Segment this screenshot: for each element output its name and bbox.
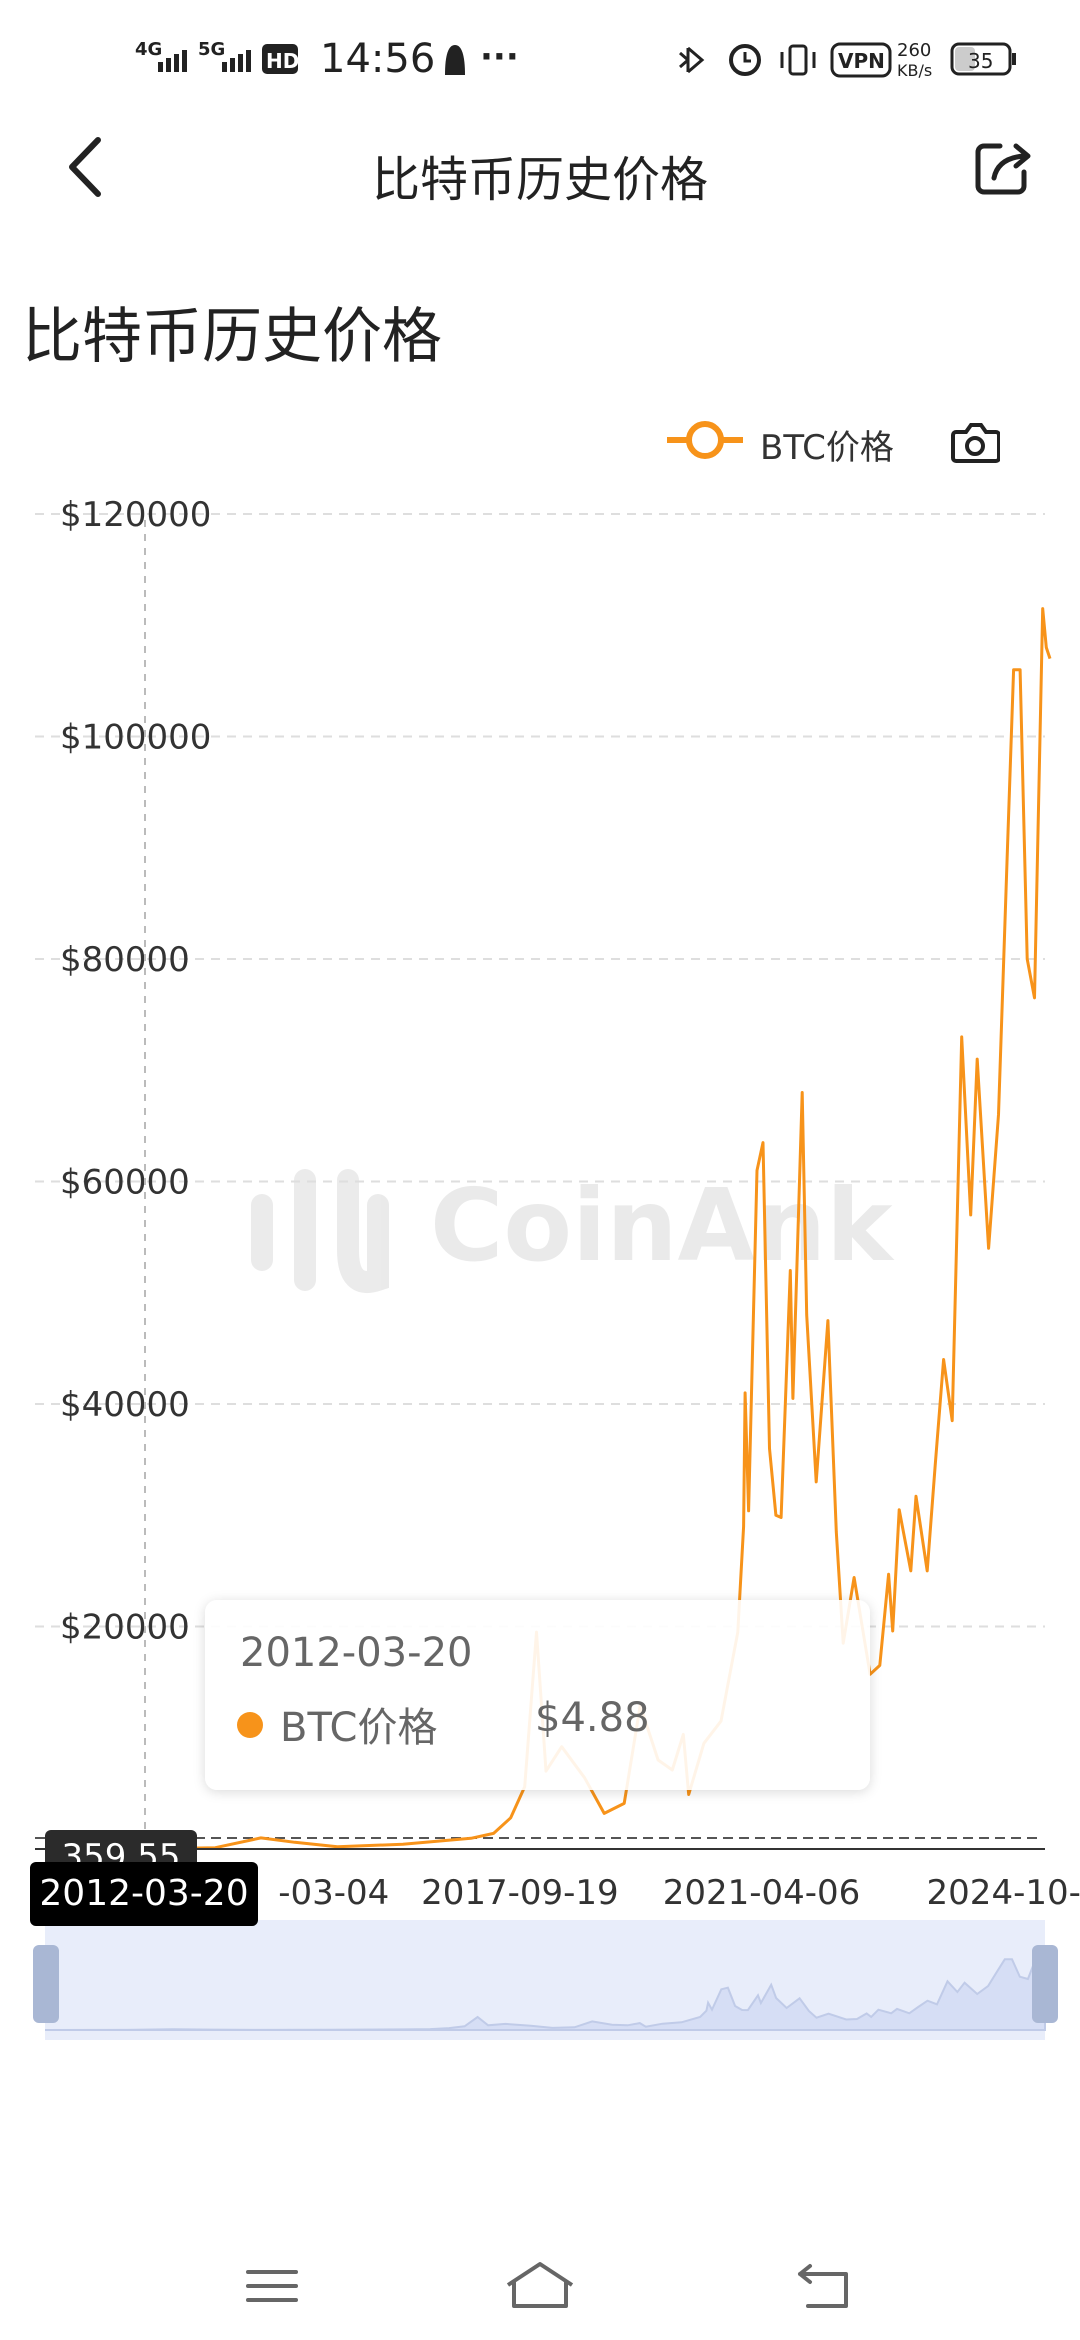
legend-label[interactable]: BTC价格: [760, 428, 894, 468]
tooltip-series-name: BTC价格: [280, 1705, 438, 1751]
chart-tooltip: 2012-03-20 BTC价格 $4.88: [205, 1600, 870, 1790]
tooltip-value: $4.88: [535, 1695, 650, 1741]
zoom-handle-right[interactable]: [1032, 1945, 1058, 2023]
x-tick-label: 2021-04-06: [663, 1873, 861, 1913]
coinank-logo-icon: [251, 1169, 389, 1293]
vpn-label: VPN: [838, 49, 885, 73]
y-tick-label: $60000: [60, 1163, 190, 1203]
speed-value: 260: [897, 40, 931, 61]
vpn-icon: [830, 42, 892, 78]
more-indicator: ···: [480, 37, 519, 77]
bluetooth-icon: [679, 46, 705, 74]
zoom-slider-preview: [44, 1954, 1046, 2031]
status-bar: 4G 5G HD 14:56 ··· VPN 260 KB/s 35: [0, 0, 1080, 110]
y-tick-label: $120000: [60, 495, 211, 535]
legend-marker-icon[interactable]: [665, 418, 745, 462]
x-axis-ticks: -03-04 2017-09-19 2021-04-06 2024-10-: [278, 1873, 1080, 1913]
home-icon: [506, 2262, 574, 2308]
hd-label: HD: [266, 49, 299, 73]
x-tick-label: 2024-10-: [927, 1873, 1080, 1913]
zoom-handle-left[interactable]: [33, 1945, 59, 2023]
back-nav-icon: [798, 2264, 848, 2308]
crosshair-x-label: 2012-03-20: [30, 1862, 258, 1926]
vibrate-icon: [780, 44, 816, 76]
net1-label: 4G: [135, 39, 162, 60]
grid: [35, 513, 1045, 1628]
signal-icon-2: [222, 50, 251, 72]
share-icon[interactable]: [970, 134, 1040, 204]
y-axis-ticks: $120000 $100000 $80000 $60000 $40000 $20000: [60, 495, 211, 1648]
signal-icon: [158, 50, 187, 72]
alarm-icon: [729, 44, 761, 76]
camera-icon[interactable]: [950, 418, 1000, 464]
hd-icon: [262, 44, 298, 74]
y-tick-label: $40000: [60, 1385, 190, 1425]
x-tick-label: 2017-09-19: [421, 1873, 619, 1913]
back-icon[interactable]: [60, 132, 110, 202]
y-tick-label: $80000: [60, 940, 190, 980]
tooltip-date: 2012-03-20: [240, 1630, 473, 1676]
y-tick-label: $20000: [60, 1608, 190, 1648]
page-heading: 比特币历史价格: [22, 302, 442, 372]
system-nav-bar: [246, 2262, 848, 2308]
speed-unit: KB/s: [897, 61, 932, 80]
watermark: CoinAnk: [251, 1167, 895, 1293]
nav-title: 比特币历史价格: [371, 152, 708, 208]
y-tick-label: $100000: [60, 718, 211, 758]
clock: 14:56: [320, 36, 435, 82]
watermark-text: CoinAnk: [430, 1167, 895, 1284]
x-tick-label: -03-04: [278, 1873, 389, 1913]
menu-icon: [246, 2270, 298, 2302]
nav-bar: 比特币历史价格: [0, 110, 1080, 230]
tooltip-series-dot: [237, 1712, 263, 1738]
net2-label: 5G: [198, 39, 225, 60]
battery-level: 35: [968, 49, 993, 73]
battery-icon: [950, 42, 1012, 76]
qq-icon: [445, 45, 465, 75]
status-bar-icons: 4G 5G HD 14:56 ··· VPN 260 KB/s 35: [135, 36, 1016, 82]
